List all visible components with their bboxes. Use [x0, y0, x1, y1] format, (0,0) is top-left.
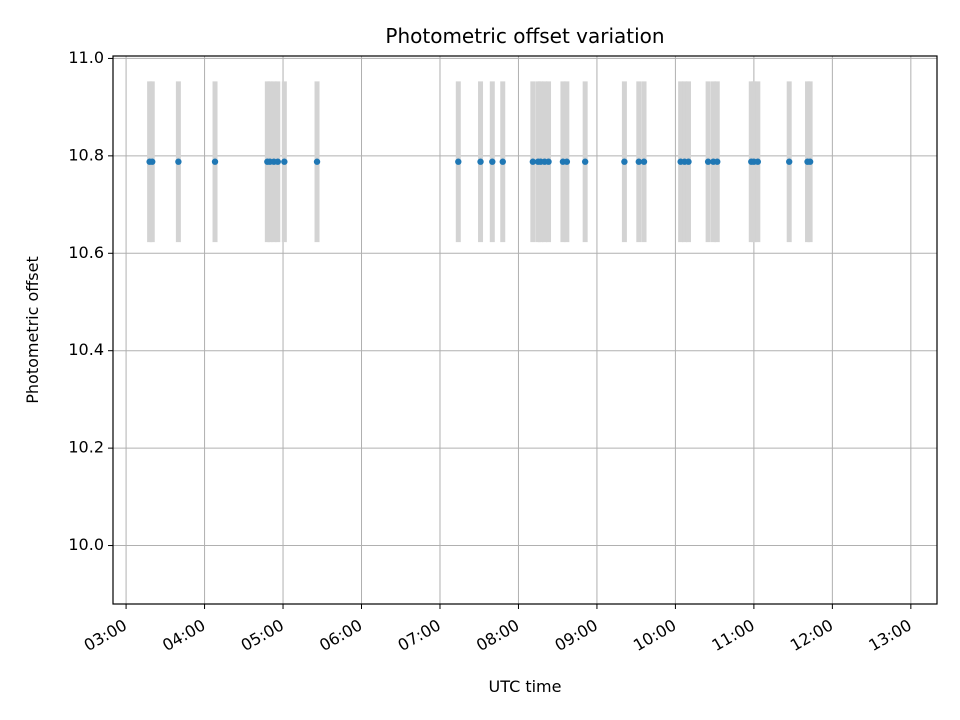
- data-point: [754, 158, 762, 165]
- y-axis: 10.0 10.2 10.4 10.6 10.8 11.0: [68, 48, 113, 554]
- data-point: [786, 158, 793, 165]
- y-tick-label: 10.0: [68, 535, 104, 554]
- y-tick-label: 10.2: [68, 438, 104, 457]
- plot-frame: [112, 55, 938, 605]
- data-point: [489, 158, 496, 165]
- chart-title: Photometric offset variation: [385, 24, 664, 48]
- y-tick-label: 10.8: [68, 145, 104, 164]
- data-point: [621, 158, 628, 165]
- data-point: [529, 158, 537, 165]
- data-point: [806, 158, 814, 165]
- data-point: [274, 158, 281, 165]
- y-tick-label: 11.0: [68, 48, 104, 67]
- data-point: [313, 158, 321, 165]
- data-point: [581, 158, 589, 165]
- data-point: [685, 158, 692, 165]
- data-point: [704, 158, 712, 165]
- data-point: [499, 158, 506, 165]
- data-point: [635, 158, 642, 165]
- data-point: [545, 158, 552, 165]
- data-point: [175, 158, 182, 165]
- y-axis-label: Photometric offset: [23, 256, 42, 404]
- data-point: [714, 158, 721, 165]
- data-point: [211, 158, 219, 165]
- x-axis-label: UTC time: [489, 677, 562, 696]
- data-point: [563, 158, 571, 165]
- data-point: [455, 158, 462, 165]
- y-tick-label: 10.6: [68, 243, 104, 262]
- data-point: [477, 158, 484, 165]
- y-tick-label: 10.4: [68, 340, 104, 359]
- data-points: [146, 158, 814, 165]
- data-point: [640, 158, 648, 165]
- data-point: [281, 158, 288, 165]
- data-point: [149, 158, 156, 165]
